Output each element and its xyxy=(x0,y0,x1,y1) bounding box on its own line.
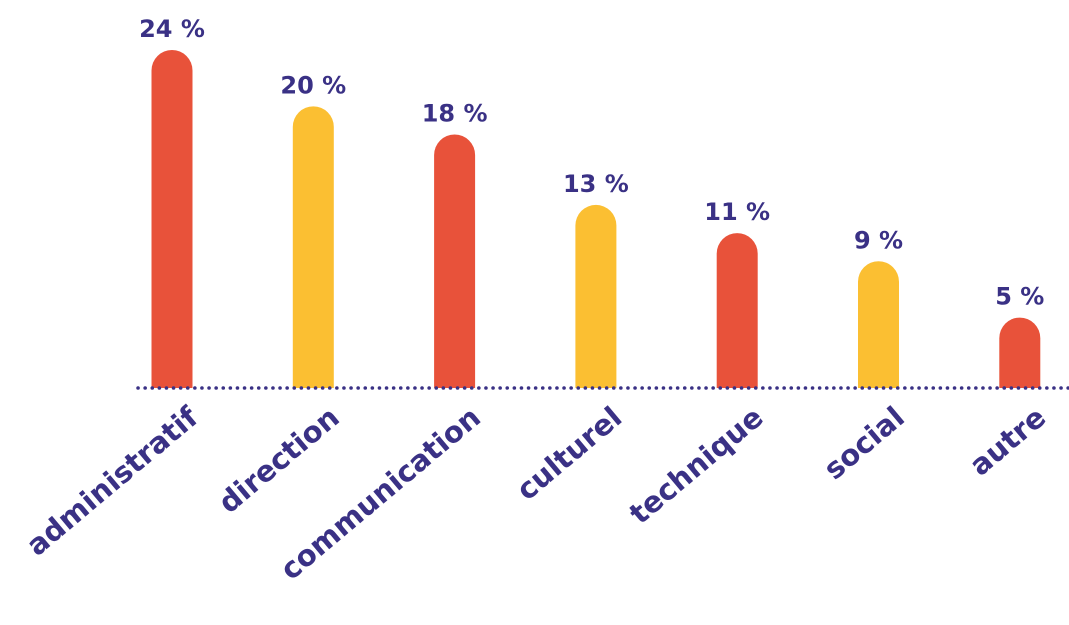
value-label-direction: 20 % xyxy=(280,71,346,99)
category-label-administratif: administratif xyxy=(20,400,205,563)
category-label-direction: direction xyxy=(212,400,346,520)
value-label-social: 9 % xyxy=(854,226,903,254)
bar-communication xyxy=(434,134,476,388)
category-label-social: social xyxy=(817,400,911,486)
value-label-culturel: 13 % xyxy=(563,170,629,198)
bar-technique xyxy=(716,233,758,388)
bar-social xyxy=(858,261,899,388)
value-label-administratif: 24 % xyxy=(139,15,205,43)
value-label-autre: 5 % xyxy=(995,283,1044,311)
category-label-technique: technique xyxy=(623,400,770,531)
bar-autre xyxy=(999,317,1041,388)
bar-direction xyxy=(292,106,334,389)
category-label-culturel: culturel xyxy=(510,400,629,507)
bar-culturel xyxy=(575,204,617,388)
value-label-communication: 18 % xyxy=(422,100,488,128)
value-label-technique: 11 % xyxy=(704,198,770,226)
bar-administratif xyxy=(151,49,193,388)
bars-layer xyxy=(151,49,1041,389)
category-label-autre: autre xyxy=(963,400,1052,483)
value-labels-layer: 24 % 20 % 18 % 13 % 11 % 9 % 5 % xyxy=(139,15,1044,311)
